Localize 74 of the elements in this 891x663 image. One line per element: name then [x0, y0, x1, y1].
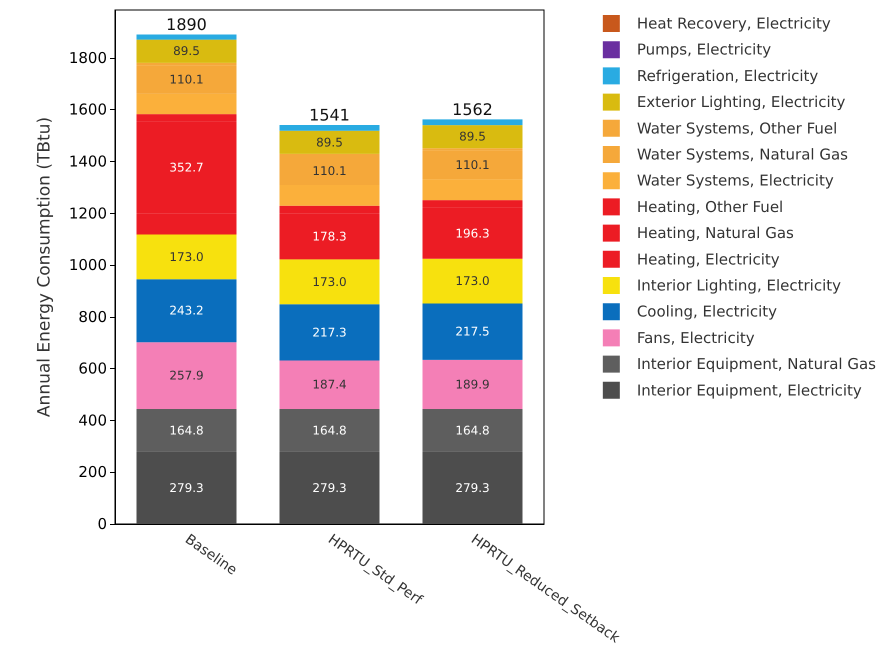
- y-tick-label: 0: [97, 515, 107, 533]
- y-axis-title: Annual Energy Consumption (TBtu): [34, 116, 54, 418]
- y-tick-label: 200: [78, 463, 107, 482]
- bar: [280, 360, 380, 410]
- legend-label: Water Systems, Natural Gas: [636, 146, 848, 164]
- bar: [422, 125, 522, 148]
- data-label: 243.2: [169, 304, 204, 318]
- bar: [280, 452, 380, 524]
- bar: [136, 342, 236, 410]
- legend-label: Cooling, Electricity: [636, 302, 778, 321]
- bar: [136, 234, 236, 280]
- data-label: 257.9: [169, 368, 204, 383]
- bar: [280, 259, 380, 304]
- data-label: 110.1: [312, 164, 347, 178]
- bar: [422, 360, 522, 410]
- data-label: 110.1: [455, 158, 490, 172]
- legend-label: Heat Recovery, Electricity: [636, 14, 831, 32]
- data-label: 164.8: [169, 423, 204, 438]
- y-tick-label: 1200: [68, 204, 107, 222]
- data-label: 173.0: [312, 274, 347, 289]
- bar: [136, 40, 236, 63]
- legend-label: Water Systems, Electricity: [636, 172, 834, 190]
- data-label: 173.0: [169, 250, 204, 264]
- legend-label: Water Systems, Other Fuel: [636, 119, 838, 138]
- data-label: 110.1: [169, 72, 204, 87]
- y-tick-label: 1000: [68, 256, 107, 274]
- y-tick-label: 1400: [68, 152, 107, 170]
- data-label: 89.5: [316, 135, 343, 150]
- legend-label: Heating, Natural Gas: [636, 224, 794, 242]
- data-label: 217.3: [312, 325, 347, 340]
- data-label: 164.8: [455, 423, 490, 438]
- data-label: 89.5: [173, 44, 200, 58]
- data-label: 279.3: [455, 480, 490, 495]
- y-tick-label: 400: [78, 411, 107, 430]
- total-label: 1890: [166, 14, 207, 34]
- legend-label: Interior Lighting, Electricity: [636, 276, 842, 294]
- bar: [136, 279, 236, 342]
- bar: [280, 409, 380, 452]
- legend-label: Heating, Electricity: [636, 250, 780, 268]
- data-label: 279.3: [312, 480, 347, 495]
- bar: [422, 304, 522, 360]
- y-tick-label: 800: [78, 308, 107, 326]
- data-label: 178.3: [312, 229, 347, 244]
- bar: [422, 119, 522, 126]
- bar: [136, 409, 236, 452]
- bar: [422, 258, 522, 304]
- y-tick-label: 600: [78, 360, 107, 378]
- bar: [422, 409, 522, 452]
- data-label: 164.8: [312, 423, 347, 438]
- total-label: 1541: [309, 106, 350, 125]
- legend-label: Interior Equipment, Natural Gas: [636, 355, 876, 374]
- data-label: 173.0: [455, 274, 490, 288]
- legend-label: Interior Equipment, Electricity: [636, 381, 862, 400]
- bar: [422, 452, 522, 524]
- legend-label: Fans, Electricity: [636, 328, 755, 347]
- data-label: 279.3: [169, 480, 204, 495]
- legend-label: Pumps, Electricity: [636, 40, 772, 59]
- bar: [136, 452, 236, 524]
- total-label: 1562: [452, 100, 493, 119]
- bar: [136, 34, 236, 40]
- legend-label: Heating, Other Fuel: [636, 198, 784, 216]
- y-tick-label: 1600: [68, 100, 107, 119]
- legend-label: Refrigeration, Electricity: [636, 66, 818, 85]
- bar: [280, 125, 380, 131]
- y-tick-label: 1800: [68, 48, 107, 67]
- data-label: 189.9: [455, 377, 490, 392]
- bar: [280, 304, 380, 360]
- data-label: 196.3: [455, 226, 490, 240]
- data-label: 217.5: [455, 324, 490, 339]
- data-label: 352.7: [169, 160, 204, 175]
- data-label: 89.5: [459, 130, 486, 144]
- data-label: 187.4: [312, 378, 347, 392]
- legend-label: Exterior Lighting, Electricity: [636, 93, 846, 112]
- bar: [280, 130, 380, 154]
